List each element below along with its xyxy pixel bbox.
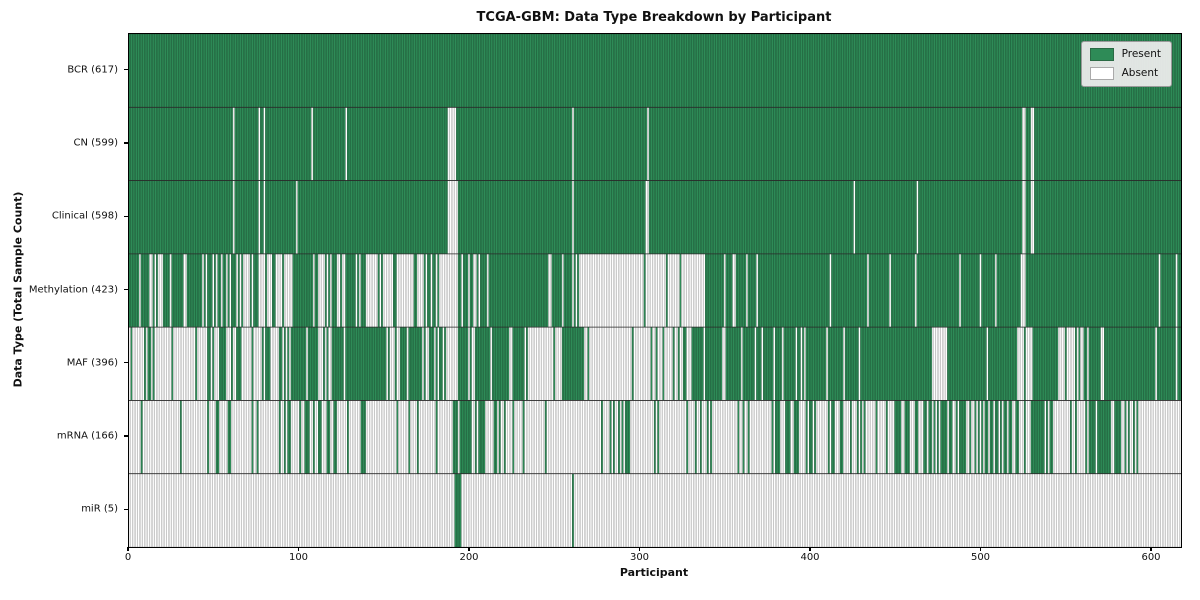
y-tick-mark	[124, 215, 128, 217]
heatmap-row-Clinical	[129, 180, 1181, 255]
x-tick-label-0: 0	[124, 552, 132, 563]
y-tick-mark	[124, 362, 128, 364]
heatmap-row-Methylation	[129, 253, 1181, 328]
y-tick-mark	[124, 508, 128, 510]
y-tick-label-BCR: BCR (617)	[67, 64, 118, 76]
x-tick-label-300: 300	[629, 552, 650, 563]
x-tick-mark	[127, 547, 129, 551]
chart-title: TCGA-GBM: Data Type Breakdown by Partici…	[476, 10, 832, 25]
y-tick-mark	[124, 69, 128, 71]
x-tick-label-500: 500	[970, 552, 991, 563]
heatmap-row-mRNA	[129, 400, 1181, 474]
x-tick-mark	[809, 547, 811, 551]
heatmap-row-miR	[129, 473, 1181, 547]
plot-area: Present Absent	[128, 33, 1182, 548]
x-tick-label-100: 100	[288, 552, 309, 563]
heatmap-row-MAF	[129, 326, 1181, 401]
x-tick-label-400: 400	[800, 552, 820, 563]
legend-entry-present: Present	[1089, 48, 1161, 61]
legend-swatch-absent	[1089, 67, 1114, 80]
x-tick-label-200: 200	[459, 552, 479, 563]
y-tick-label-Clinical: Clinical (598)	[51, 210, 118, 222]
heatmap	[129, 34, 1181, 547]
x-axis-label: Participant	[619, 566, 689, 579]
y-tick-label-mRNA: mRNA (166)	[56, 430, 118, 442]
heatmap-row-BCR	[129, 34, 1181, 108]
x-tick-label-600: 600	[1141, 552, 1161, 563]
y-tick-label-miR: miR (5)	[81, 503, 118, 515]
x-tick-mark	[468, 547, 470, 551]
legend-label-present: Present	[1121, 48, 1161, 60]
x-tick-mark	[1150, 547, 1152, 551]
y-tick-label-MAF: MAF (396)	[66, 357, 118, 369]
y-tick-label-Methylation: Methylation (423)	[28, 284, 118, 295]
heatmap-row-CN	[129, 107, 1181, 181]
y-tick-label-CN: CN (599)	[73, 137, 118, 149]
y-tick-mark	[124, 288, 128, 291]
y-tick-mark	[124, 142, 128, 144]
legend: Present Absent	[1080, 41, 1172, 87]
legend-swatch-present	[1089, 48, 1114, 61]
x-tick-mark	[638, 547, 641, 551]
x-tick-mark	[979, 547, 982, 551]
legend-label-absent: Absent	[1121, 67, 1159, 79]
y-tick-mark	[124, 435, 128, 437]
legend-entry-absent: Absent	[1089, 67, 1161, 80]
x-tick-mark	[297, 547, 300, 551]
